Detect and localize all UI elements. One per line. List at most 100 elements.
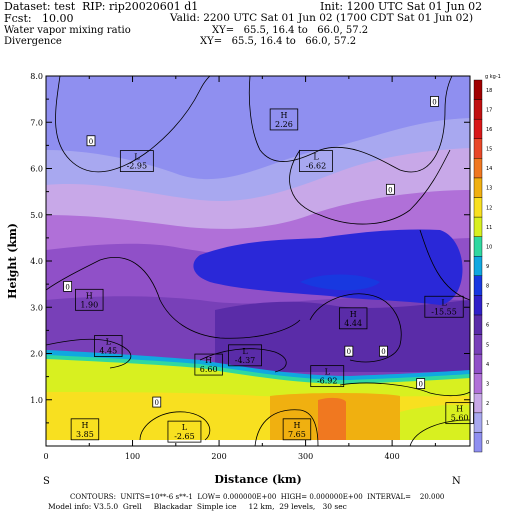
- colorbar-swatch: [473, 118, 483, 139]
- divergence-extremum-label: H5.60: [445, 402, 474, 425]
- divergence-contour-line: [409, 419, 470, 446]
- dataset-line: Dataset: test RIP: rip20020601 d1: [4, 0, 199, 13]
- zero-contour-label: 0: [416, 378, 426, 389]
- colorbar-level-label: 10: [486, 244, 492, 250]
- divergence-contours: [46, 76, 470, 446]
- y-tick-label: 7.0: [30, 118, 43, 127]
- colorbar-swatch: [473, 295, 483, 316]
- divergence-contour-line: [309, 293, 402, 363]
- colorbar-swatch: [473, 177, 483, 198]
- y-tick-label: 4.0: [30, 257, 43, 266]
- divergence-extremum-label: H1.90: [75, 288, 104, 311]
- extremum-value: 6.60: [200, 365, 218, 374]
- mixing-ratio-fill: [46, 76, 470, 446]
- colorbar-swatch: [473, 393, 483, 414]
- divergence-extremum-label: H4.44: [338, 307, 368, 330]
- label-box: [282, 418, 312, 441]
- divergence-extremum-label: L-2.95: [119, 150, 154, 172]
- extremum-value: -2.95: [127, 162, 148, 171]
- extremum-kind: H: [456, 405, 463, 414]
- y-tick-label: 5.0: [30, 211, 43, 220]
- y-tick-label: 8.0: [30, 72, 43, 81]
- label-box: [445, 402, 474, 425]
- extremum-value: 4.44: [344, 319, 362, 328]
- footer-model-info: Model info: V3.5.0 Grell Blackadar Simpl…: [48, 502, 347, 511]
- extremum-kind: L: [182, 423, 188, 432]
- colorbar-swatch: [473, 275, 483, 296]
- extremum-kind: H: [293, 421, 300, 430]
- colorbar-level-label: 4: [486, 362, 489, 368]
- south-label: S: [43, 476, 50, 487]
- label-box: [338, 307, 368, 330]
- zero-contour-label: 0: [430, 96, 439, 107]
- label-box: [70, 418, 100, 441]
- zero-contour-label: 0: [152, 396, 162, 408]
- colorbar-swatch: [473, 158, 483, 179]
- zero-label-text: 0: [347, 348, 351, 356]
- colorbar-level-label: 1: [486, 421, 489, 427]
- zero-contour-label: 0: [86, 135, 96, 147]
- divergence-extremum-label: L-2.65: [167, 420, 202, 443]
- x-tick-label: 100: [125, 452, 140, 461]
- field2-name: Divergence: [4, 36, 62, 47]
- zero-contour-label: 0: [344, 345, 354, 357]
- fill-orange-2: [318, 397, 346, 446]
- colorbar-swatch: [473, 236, 483, 257]
- divergence-contour-line: [199, 348, 287, 373]
- field1-xy: XY= 65.5, 16.4 to 66.0, 57.2: [212, 25, 369, 36]
- axes: 0 100 200 300 400 1.0 2.0 3.0 4.0 5.0 6.0 7.0 8.0: [30, 72, 470, 461]
- extremum-value: 4.45: [99, 347, 117, 356]
- extremum-value: -2.65: [174, 432, 195, 441]
- colorbar-level-label: 2: [486, 401, 489, 407]
- colorbar-swatch: [473, 334, 483, 355]
- x-tick-label: 400: [384, 452, 399, 461]
- extremum-kind: L: [313, 153, 319, 162]
- label-box: [94, 335, 123, 357]
- extremum-value: -15.55: [431, 307, 457, 316]
- extremum-value: -4.37: [235, 356, 256, 365]
- zero-label-text: 0: [381, 348, 385, 356]
- divergence-extremum-label: L-15.55: [424, 295, 464, 318]
- extremum-value: -6.62: [306, 162, 327, 171]
- extremum-kind: H: [350, 310, 357, 319]
- zero-contour-label: 0: [379, 345, 388, 357]
- extremum-kind: H: [205, 356, 212, 365]
- label-box: [269, 108, 299, 131]
- divergence-extremum-label: L-4.37: [228, 344, 262, 367]
- y-axis-title: Height (km): [6, 223, 19, 299]
- colorbar-swatch: [473, 99, 483, 120]
- colorbar-level-label: 11: [486, 225, 492, 231]
- y-tick-label: 3.0: [30, 303, 43, 312]
- colorbar-level-label: 15: [486, 147, 492, 153]
- colorbar-level-label: 6: [486, 323, 489, 329]
- extremum-kind: L: [242, 347, 248, 356]
- label-box: [228, 344, 262, 367]
- fill-ground: [46, 440, 470, 446]
- colorbar-swatch: [473, 432, 483, 453]
- x-axis-title: Distance (km): [214, 473, 301, 486]
- colorbar-level-label: 13: [486, 186, 492, 192]
- divergence-contour-line: [46, 338, 132, 369]
- zero-label-box: [416, 378, 426, 389]
- divergence-contour-line: [248, 76, 453, 173]
- divergence-contour-line: [46, 257, 301, 339]
- x-tick-label: 300: [298, 452, 313, 461]
- divergence-extremum-label: L4.45: [94, 335, 123, 357]
- divergence-extremum-label: L-6.62: [299, 150, 333, 172]
- colorbar-swatch: [473, 216, 483, 237]
- extremum-value: 3.85: [76, 430, 94, 439]
- zero-label-box: [86, 135, 96, 147]
- fill-dry-core: [193, 229, 463, 305]
- extremum-kind: L: [441, 298, 447, 307]
- divergence-contour-line: [55, 76, 211, 173]
- x-tick-label: 0: [43, 452, 48, 461]
- zero-label-box: [430, 96, 439, 107]
- extremum-kind: L: [134, 153, 140, 162]
- label-box: [424, 295, 464, 318]
- zero-label-box: [379, 345, 388, 357]
- colorbar-level-label: 9: [486, 264, 489, 270]
- colorbar-level-label: 16: [486, 127, 492, 133]
- extremum-kind: H: [280, 111, 287, 120]
